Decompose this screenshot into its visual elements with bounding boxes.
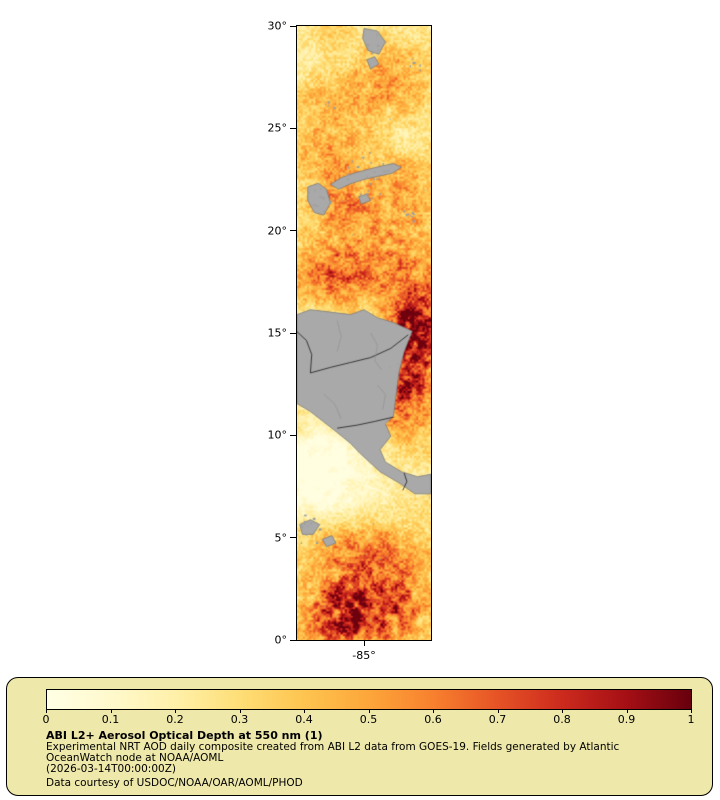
y-axis-tick bbox=[290, 537, 296, 539]
y-axis-tick-label: 10° bbox=[267, 428, 288, 442]
colorbar-tick-label: 0.4 bbox=[295, 713, 313, 726]
colorbar-tick-label: 0.7 bbox=[488, 713, 507, 726]
y-axis-tick-label: 20° bbox=[267, 224, 288, 238]
colorbar-tick bbox=[626, 710, 628, 713]
colorbar-tick bbox=[497, 710, 499, 713]
map-plot: 30° 25° 20° 15° 10° 5° 0° -85° bbox=[268, 20, 432, 662]
legend-credit: Data courtesy of USDOC/NOAA/OAR/AOML/PHO… bbox=[46, 777, 303, 789]
colorbar-tick-label: 0.5 bbox=[359, 713, 378, 726]
y-axis-tick-label: 25° bbox=[267, 121, 288, 135]
y-axis-tick-label: 0° bbox=[274, 633, 288, 647]
colorbar-tick bbox=[433, 710, 434, 713]
colorbar-tick-label: 0.3 bbox=[230, 713, 249, 726]
colorbar-tick bbox=[175, 710, 176, 713]
colorbar-tick bbox=[368, 710, 370, 713]
legend-title: ABI L2+ Aerosol Optical Depth at 550 nm … bbox=[46, 729, 323, 742]
legend-panel: ABI L2+ Aerosol Optical Depth at 550 nm … bbox=[6, 677, 713, 796]
y-axis-tick bbox=[290, 25, 296, 27]
legend-description-line-2: OceanWatch node at NOAA/AOML bbox=[46, 752, 224, 764]
y-axis-tick bbox=[290, 639, 296, 641]
y-axis-tick bbox=[290, 434, 296, 436]
colorbar-tick bbox=[110, 710, 112, 713]
y-axis-tick bbox=[290, 127, 296, 129]
y-axis-tick bbox=[290, 332, 296, 334]
colorbar-tick-label: 0.1 bbox=[101, 713, 120, 726]
y-axis-tick-label: 15° bbox=[267, 326, 288, 340]
colorbar-tick-label: 1 bbox=[687, 713, 695, 726]
x-axis-tick bbox=[364, 640, 365, 646]
colorbar-gradient bbox=[46, 689, 692, 710]
colorbar-tick-label: 0.6 bbox=[424, 713, 442, 726]
colorbar-tick-label: 0.8 bbox=[553, 713, 571, 726]
x-axis-tick-label: -85° bbox=[352, 649, 376, 662]
aod-heatmap-canvas bbox=[297, 26, 431, 640]
y-axis-tick-label: 5° bbox=[274, 531, 288, 545]
y-axis-tick-label: 30° bbox=[267, 19, 288, 33]
colorbar-tick-label: 0.9 bbox=[617, 713, 636, 726]
legend-timestamp: (2026-03-14T00:00:00Z) bbox=[46, 763, 176, 775]
colorbar-tick-label: 0.2 bbox=[166, 713, 184, 726]
colorbar-tick bbox=[239, 710, 241, 713]
colorbar-tick-label: 0 bbox=[42, 713, 50, 726]
colorbar-tick bbox=[562, 710, 563, 713]
colorbar-tick bbox=[46, 710, 47, 713]
colorbar-tick bbox=[304, 710, 305, 713]
legend-description-line-1: Experimental NRT AOD daily composite cre… bbox=[46, 741, 620, 753]
colorbar-tick bbox=[691, 710, 692, 713]
y-axis-tick bbox=[290, 230, 296, 232]
